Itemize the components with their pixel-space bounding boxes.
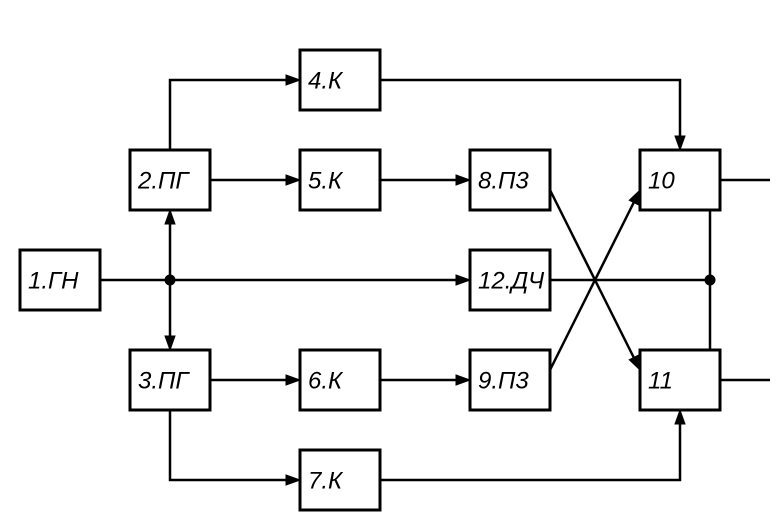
node-n9: 9.П3 xyxy=(470,350,550,410)
junction-j2 xyxy=(705,275,715,285)
node-n2: 2.ПГ xyxy=(130,150,210,210)
connector xyxy=(170,410,292,480)
node-n8: 8.П3 xyxy=(470,150,550,210)
node-n7: 7.К xyxy=(300,450,380,510)
arrowhead xyxy=(675,410,685,424)
node-label: 7.К xyxy=(308,467,344,494)
junction-j1 xyxy=(165,275,175,285)
node-label: 12.ДЧ xyxy=(478,267,545,294)
node-n12: 12.ДЧ xyxy=(470,250,550,310)
arrowhead xyxy=(286,175,300,185)
node-n10: 10 xyxy=(640,150,720,210)
node-label: 6.К xyxy=(308,367,344,394)
node-label: 5.К xyxy=(308,167,344,194)
node-n6: 6.К xyxy=(300,350,380,410)
connector xyxy=(550,197,637,370)
arrowhead xyxy=(456,275,470,285)
arrowhead xyxy=(629,355,640,370)
connector xyxy=(380,80,680,142)
node-n5: 5.К xyxy=(300,150,380,210)
node-label: 9.П3 xyxy=(478,367,529,394)
arrowhead xyxy=(629,190,640,205)
node-n11: 11 xyxy=(640,350,720,410)
node-n4: 4.К xyxy=(300,50,380,110)
node-n1: 1.ГН xyxy=(20,250,100,310)
node-label: 1.ГН xyxy=(28,267,79,294)
node-label: 8.П3 xyxy=(478,167,529,194)
node-label: 3.ПГ xyxy=(138,367,190,394)
node-n3: 3.ПГ xyxy=(130,350,210,410)
arrowhead xyxy=(286,375,300,385)
connector xyxy=(550,190,637,363)
arrowhead xyxy=(165,336,175,350)
arrowhead xyxy=(456,175,470,185)
arrowhead xyxy=(456,375,470,385)
node-label: 2.ПГ xyxy=(137,167,190,194)
node-label: 10 xyxy=(648,167,675,194)
arrowhead xyxy=(675,136,685,150)
connector xyxy=(380,418,680,480)
block-diagram: 1.ГН 2.ПГ 3.ПГ 4.К 5.К 6.К 7.К 8.П3 9.П3 12.ДЧ 10 1… xyxy=(0,0,780,532)
edges-layer xyxy=(100,75,770,485)
node-label: 11 xyxy=(648,367,673,394)
arrowhead xyxy=(286,75,300,85)
connector xyxy=(170,80,292,150)
arrowhead xyxy=(286,475,300,485)
arrowhead xyxy=(165,210,175,224)
node-label: 4.К xyxy=(308,67,344,94)
